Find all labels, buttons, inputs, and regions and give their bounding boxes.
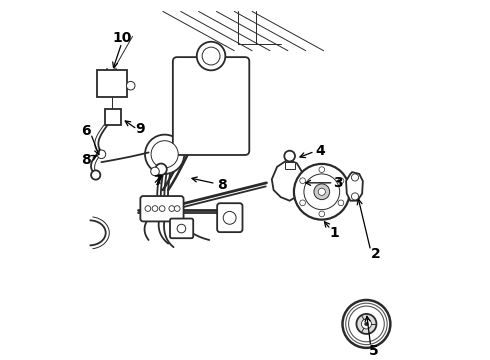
- Circle shape: [300, 178, 305, 184]
- Circle shape: [314, 184, 330, 200]
- Text: 6: 6: [81, 124, 91, 138]
- FancyBboxPatch shape: [140, 196, 184, 221]
- Circle shape: [145, 206, 151, 211]
- Circle shape: [284, 151, 295, 161]
- Circle shape: [159, 206, 165, 211]
- Circle shape: [202, 47, 220, 65]
- Circle shape: [351, 193, 359, 200]
- Circle shape: [362, 319, 371, 329]
- Circle shape: [197, 42, 225, 70]
- Text: 4: 4: [315, 144, 325, 158]
- Circle shape: [126, 81, 135, 90]
- Text: 3: 3: [333, 176, 343, 190]
- Circle shape: [97, 150, 106, 158]
- Circle shape: [145, 135, 184, 174]
- Circle shape: [177, 224, 186, 233]
- FancyBboxPatch shape: [105, 109, 121, 125]
- FancyBboxPatch shape: [173, 57, 249, 155]
- FancyBboxPatch shape: [170, 219, 193, 238]
- Circle shape: [338, 200, 344, 206]
- Circle shape: [318, 188, 325, 195]
- Circle shape: [169, 206, 174, 211]
- Text: 1: 1: [329, 226, 339, 240]
- Circle shape: [319, 211, 325, 217]
- Circle shape: [151, 167, 159, 176]
- Circle shape: [174, 206, 180, 211]
- Circle shape: [304, 174, 340, 210]
- Text: 10: 10: [112, 31, 131, 45]
- Circle shape: [223, 211, 236, 224]
- Circle shape: [365, 322, 368, 326]
- Text: 9: 9: [135, 122, 145, 136]
- Circle shape: [356, 314, 376, 334]
- Polygon shape: [346, 172, 363, 201]
- FancyBboxPatch shape: [97, 70, 127, 97]
- Polygon shape: [272, 159, 304, 201]
- FancyBboxPatch shape: [285, 162, 294, 169]
- Circle shape: [91, 170, 100, 180]
- FancyBboxPatch shape: [217, 203, 243, 232]
- Text: 7: 7: [153, 174, 162, 188]
- Circle shape: [300, 200, 305, 206]
- Circle shape: [155, 163, 167, 175]
- Circle shape: [152, 206, 158, 211]
- Circle shape: [338, 178, 344, 184]
- Circle shape: [343, 300, 391, 348]
- Circle shape: [319, 167, 325, 172]
- Text: 2: 2: [370, 247, 380, 261]
- Text: 5: 5: [368, 344, 378, 358]
- Circle shape: [351, 174, 359, 181]
- Text: 8: 8: [217, 177, 227, 192]
- Circle shape: [294, 164, 350, 220]
- Circle shape: [151, 141, 178, 168]
- Text: 8: 8: [81, 153, 91, 167]
